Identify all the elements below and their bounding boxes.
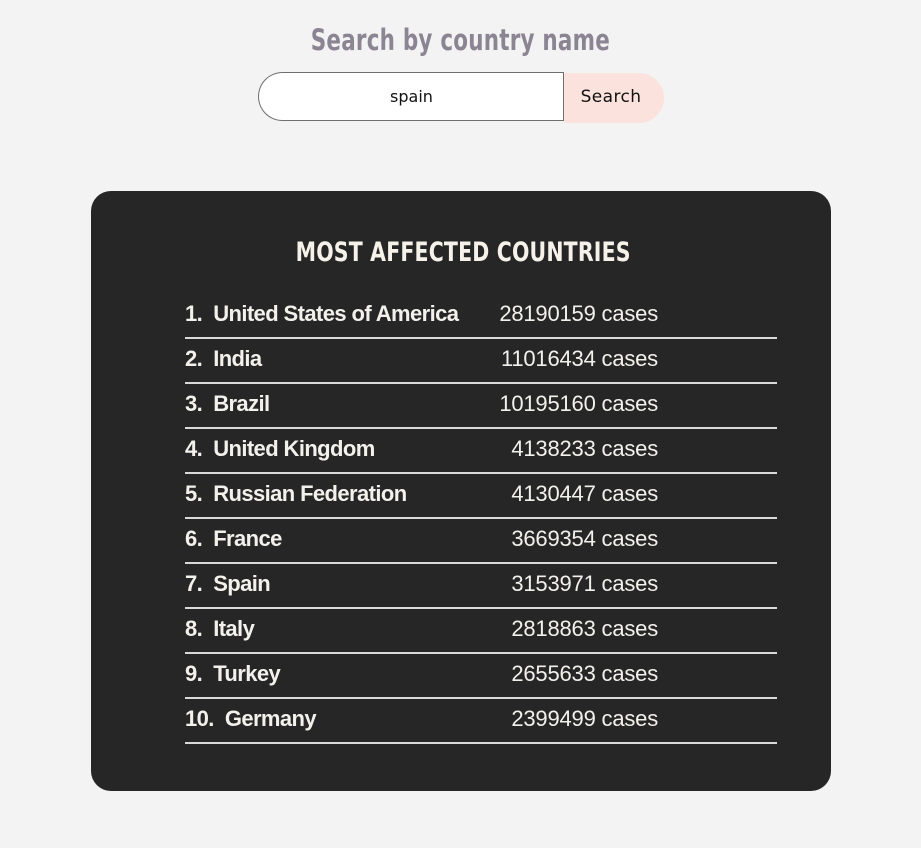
panel-title: MOST AFFECTED COUNTRIES <box>295 237 631 269</box>
row-country-name: Spain <box>213 571 271 596</box>
country-row: 9. Turkey 2655633 cases <box>185 654 777 699</box>
row-country-name: Russian Federation <box>213 481 407 506</box>
search-input[interactable] <box>258 72 564 121</box>
row-country-name: United Kingdom <box>213 436 375 461</box>
country-row: 1. United States of America 28190159 cas… <box>185 294 777 339</box>
row-country-name: Brazil <box>213 391 270 416</box>
row-rank: 4. <box>185 436 203 461</box>
row-rank: 9. <box>185 661 203 686</box>
row-rank: 10. <box>185 706 214 731</box>
row-cases: 11016434 cases <box>500 346 658 371</box>
country-row: 10. Germany 2399499 cases <box>185 699 777 744</box>
row-cases: 3153971 cases <box>511 571 658 596</box>
row-rank: 1. <box>185 301 203 326</box>
row-country-name: France <box>213 526 282 551</box>
row-rank: 8. <box>185 616 203 641</box>
row-cases: 4130447 cases <box>511 481 658 506</box>
row-cases: 2655633 cases <box>511 661 658 686</box>
row-rank: 3. <box>185 391 203 416</box>
search-divider <box>563 72 564 121</box>
country-row: 7. Spain 3153971 cases <box>185 564 777 609</box>
row-cases: 2399499 cases <box>511 706 658 731</box>
row-country-name: Germany <box>224 706 317 731</box>
search-button[interactable]: Search <box>564 73 664 123</box>
row-cases: 28190159 cases <box>499 301 658 326</box>
row-rank: 7. <box>185 571 203 596</box>
search-heading: Search by country name <box>310 23 610 58</box>
country-row: 8. Italy 2818863 cases <box>185 609 777 654</box>
row-cases: 4138233 cases <box>511 436 658 461</box>
country-row: 2. India 11016434 cases <box>185 339 777 384</box>
row-cases: 2818863 cases <box>511 616 658 641</box>
row-country-name: India <box>213 346 262 371</box>
row-country-name: Turkey <box>213 661 281 686</box>
row-country-name: United States of America <box>213 301 459 326</box>
row-rank: 5. <box>185 481 203 506</box>
country-row: 4. United Kingdom 4138233 cases <box>185 429 777 474</box>
country-list: 1. United States of America 28190159 cas… <box>185 294 777 744</box>
country-row: 5. Russian Federation 4130447 cases <box>185 474 777 519</box>
row-cases: 10195160 cases <box>499 391 658 416</box>
row-cases: 3669354 cases <box>511 526 658 551</box>
search-bar: Search <box>258 72 664 123</box>
country-row: 6. France 3669354 cases <box>185 519 777 564</box>
row-country-name: Italy <box>213 616 255 641</box>
most-affected-panel: MOST AFFECTED COUNTRIES 1. United States… <box>91 191 831 791</box>
row-rank: 2. <box>185 346 203 371</box>
country-row: 3. Brazil 10195160 cases <box>185 384 777 429</box>
row-rank: 6. <box>185 526 203 551</box>
